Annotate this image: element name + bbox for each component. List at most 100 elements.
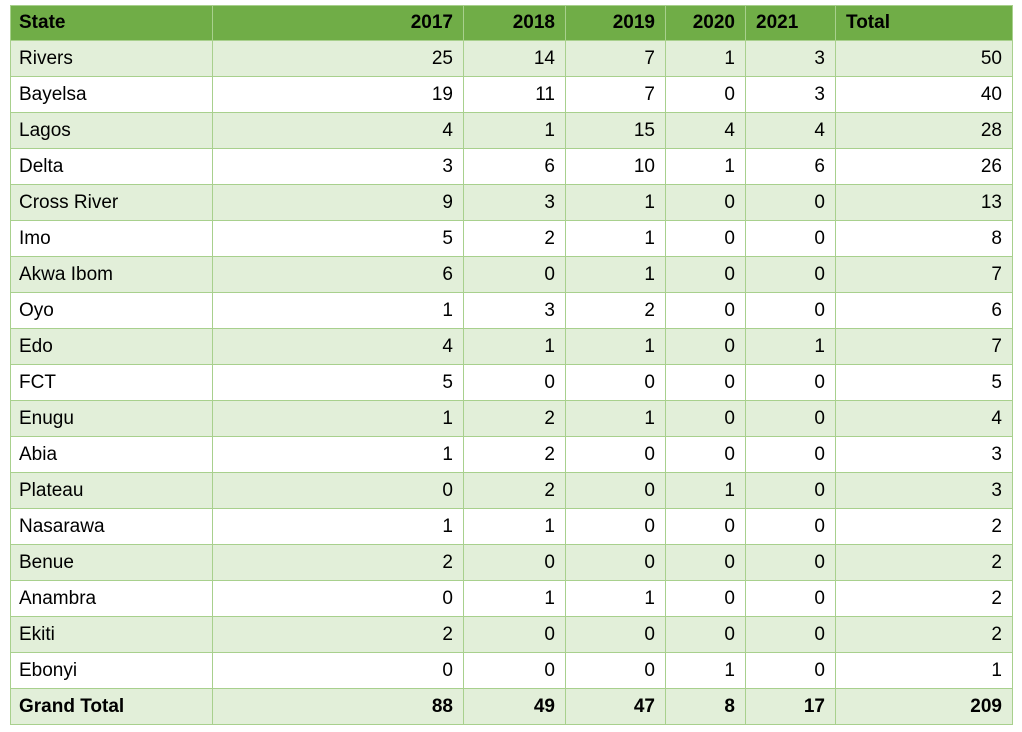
value-cell: 3 [745, 40, 836, 77]
value-cell: 1 [745, 328, 836, 365]
state-cell: Cross River [10, 184, 213, 221]
value-cell: 40 [835, 76, 1013, 113]
value-cell: 0 [212, 652, 464, 689]
value-cell: 0 [745, 220, 836, 257]
value-cell: 0 [745, 472, 836, 509]
value-cell: 0 [665, 364, 746, 401]
total-cell: 88 [212, 688, 464, 725]
value-cell: 7 [835, 328, 1013, 365]
table-row: Imo 5 2 1 0 0 8 [10, 220, 1013, 257]
value-cell: 25 [212, 40, 464, 77]
value-cell: 0 [665, 292, 746, 329]
value-cell: 7 [835, 256, 1013, 293]
value-cell: 0 [745, 364, 836, 401]
header-cell: 2019 [565, 5, 666, 41]
value-cell: 0 [565, 652, 666, 689]
value-cell: 1 [212, 400, 464, 437]
table-row: Ekiti 2 0 0 0 0 2 [10, 616, 1013, 653]
total-label: Grand Total [10, 688, 213, 725]
value-cell: 10 [565, 148, 666, 185]
table-row: Abia 1 2 0 0 0 3 [10, 436, 1013, 473]
state-cell: Nasarawa [10, 508, 213, 545]
value-cell: 3 [463, 184, 566, 221]
value-cell: 2 [463, 472, 566, 509]
table-row: Edo 4 1 1 0 1 7 [10, 328, 1013, 365]
table-row: FCT 5 0 0 0 0 5 [10, 364, 1013, 401]
value-cell: 2 [835, 508, 1013, 545]
value-cell: 1 [565, 328, 666, 365]
value-cell: 1 [565, 400, 666, 437]
state-cell: Edo [10, 328, 213, 365]
value-cell: 1 [565, 580, 666, 617]
state-cell: Delta [10, 148, 213, 185]
value-cell: 4 [212, 328, 464, 365]
value-cell: 0 [665, 76, 746, 113]
value-cell: 7 [565, 40, 666, 77]
state-cell: Benue [10, 544, 213, 581]
value-cell: 7 [565, 76, 666, 113]
value-cell: 0 [665, 580, 746, 617]
value-cell: 2 [212, 544, 464, 581]
value-cell: 6 [745, 148, 836, 185]
header-cell: 2021 [745, 5, 836, 41]
value-cell: 2 [463, 400, 566, 437]
value-cell: 1 [212, 436, 464, 473]
value-cell: 6 [835, 292, 1013, 329]
state-cell: Oyo [10, 292, 213, 329]
value-cell: 1 [665, 148, 746, 185]
table-row: Benue 2 0 0 0 0 2 [10, 544, 1013, 581]
value-cell: 0 [745, 508, 836, 545]
value-cell: 0 [665, 508, 746, 545]
header-cell: State [10, 5, 213, 41]
value-cell: 0 [463, 256, 566, 293]
value-cell: 1 [565, 256, 666, 293]
value-cell: 0 [565, 472, 666, 509]
state-cell: Imo [10, 220, 213, 257]
value-cell: 4 [745, 112, 836, 149]
table-row: Ebonyi 0 0 0 1 0 1 [10, 652, 1013, 689]
value-cell: 11 [463, 76, 566, 113]
value-cell: 13 [835, 184, 1013, 221]
value-cell: 0 [745, 400, 836, 437]
state-cell: Bayelsa [10, 76, 213, 113]
total-cell: 8 [665, 688, 746, 725]
value-cell: 3 [745, 76, 836, 113]
value-cell: 0 [745, 544, 836, 581]
value-cell: 0 [665, 616, 746, 653]
total-cell: 49 [463, 688, 566, 725]
value-cell: 4 [665, 112, 746, 149]
value-cell: 0 [745, 184, 836, 221]
value-cell: 0 [565, 508, 666, 545]
value-cell: 0 [745, 580, 836, 617]
table-row: Bayelsa 19 11 7 0 3 40 [10, 76, 1013, 113]
value-cell: 5 [835, 364, 1013, 401]
value-cell: 1 [212, 292, 464, 329]
value-cell: 0 [463, 616, 566, 653]
value-cell: 2 [212, 616, 464, 653]
table-row: Anambra 0 1 1 0 0 2 [10, 580, 1013, 617]
value-cell: 3 [463, 292, 566, 329]
state-cell: Abia [10, 436, 213, 473]
value-cell: 0 [665, 436, 746, 473]
state-cell: Lagos [10, 112, 213, 149]
value-cell: 4 [835, 400, 1013, 437]
value-cell: 1 [463, 112, 566, 149]
table-row: Nasarawa 1 1 0 0 0 2 [10, 508, 1013, 545]
value-cell: 2 [463, 220, 566, 257]
state-cell: Rivers [10, 40, 213, 77]
value-cell: 9 [212, 184, 464, 221]
header-cell: 2018 [463, 5, 566, 41]
header-cell: 2017 [212, 5, 464, 41]
table-row: Delta 3 6 10 1 6 26 [10, 148, 1013, 185]
value-cell: 1 [665, 40, 746, 77]
value-cell: 1 [212, 508, 464, 545]
value-cell: 5 [212, 220, 464, 257]
value-cell: 1 [665, 472, 746, 509]
value-cell: 0 [745, 292, 836, 329]
state-cell: Plateau [10, 472, 213, 509]
value-cell: 6 [212, 256, 464, 293]
value-cell: 0 [212, 580, 464, 617]
value-cell: 15 [565, 112, 666, 149]
value-cell: 0 [565, 364, 666, 401]
